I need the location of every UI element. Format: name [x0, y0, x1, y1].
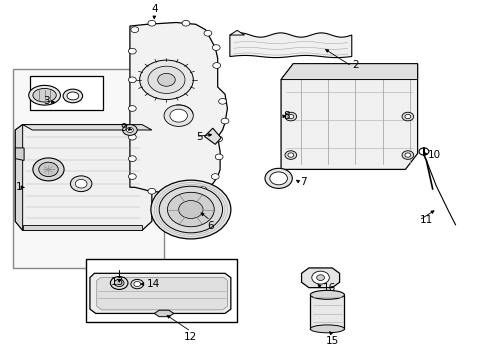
Text: 16: 16 [322, 283, 335, 293]
Circle shape [159, 186, 222, 233]
Circle shape [134, 282, 141, 287]
Circle shape [128, 174, 136, 179]
Circle shape [33, 158, 64, 181]
Polygon shape [281, 64, 417, 80]
Circle shape [316, 275, 324, 280]
Circle shape [75, 179, 87, 188]
Circle shape [287, 114, 293, 119]
Text: 10: 10 [427, 150, 440, 160]
Text: 9: 9 [121, 123, 127, 133]
Circle shape [179, 189, 187, 195]
Bar [30, 76, 103, 110]
Circle shape [269, 172, 287, 185]
Circle shape [199, 186, 206, 192]
Circle shape [212, 63, 220, 68]
Circle shape [285, 151, 296, 159]
Polygon shape [281, 64, 417, 170]
Circle shape [131, 27, 139, 32]
Polygon shape [15, 125, 22, 230]
Circle shape [404, 114, 410, 119]
Text: 12: 12 [184, 332, 197, 342]
Circle shape [151, 180, 230, 239]
Text: 13: 13 [111, 277, 124, 287]
Circle shape [148, 21, 156, 26]
Text: 15: 15 [325, 336, 338, 346]
Circle shape [218, 98, 226, 104]
Circle shape [131, 279, 143, 289]
Circle shape [211, 174, 219, 179]
Ellipse shape [310, 290, 344, 299]
Bar [13, 69, 163, 268]
Ellipse shape [310, 325, 344, 333]
Polygon shape [90, 273, 230, 314]
Circle shape [167, 192, 214, 227]
Ellipse shape [29, 85, 61, 105]
Circle shape [128, 156, 136, 162]
Text: 1: 1 [15, 182, 22, 192]
Circle shape [401, 151, 413, 159]
Circle shape [163, 105, 193, 126]
Polygon shape [154, 310, 173, 317]
Circle shape [178, 201, 203, 219]
Text: 5: 5 [195, 132, 202, 142]
Text: 6: 6 [206, 221, 213, 231]
Circle shape [70, 176, 92, 192]
Circle shape [148, 66, 184, 94]
Text: 11: 11 [419, 215, 432, 225]
Polygon shape [229, 33, 351, 58]
Circle shape [285, 112, 296, 121]
Ellipse shape [67, 92, 79, 100]
Text: 4: 4 [151, 4, 157, 14]
Bar [86, 259, 237, 322]
Polygon shape [22, 225, 142, 230]
Circle shape [221, 118, 228, 124]
Circle shape [169, 109, 187, 122]
Polygon shape [130, 22, 227, 193]
Polygon shape [125, 125, 136, 134]
Circle shape [128, 48, 136, 54]
Circle shape [128, 134, 136, 140]
Bar [310, 295, 344, 329]
Circle shape [418, 148, 428, 155]
Circle shape [128, 77, 136, 83]
Polygon shape [229, 30, 244, 35]
Circle shape [287, 153, 293, 157]
Polygon shape [22, 125, 152, 130]
Polygon shape [15, 148, 24, 161]
Text: 3: 3 [43, 96, 49, 106]
Circle shape [264, 168, 292, 188]
Ellipse shape [63, 89, 82, 103]
Text: 7: 7 [300, 177, 306, 187]
Text: 14: 14 [147, 279, 160, 289]
Circle shape [110, 276, 128, 289]
Ellipse shape [33, 89, 56, 102]
Polygon shape [97, 278, 227, 310]
Polygon shape [301, 268, 339, 288]
Polygon shape [15, 125, 152, 230]
Circle shape [39, 162, 58, 176]
Polygon shape [204, 128, 221, 144]
Circle shape [182, 21, 189, 26]
Circle shape [114, 279, 124, 287]
Circle shape [214, 136, 222, 142]
Circle shape [311, 271, 329, 284]
Circle shape [404, 153, 410, 157]
Circle shape [158, 73, 175, 86]
Circle shape [148, 188, 156, 194]
Text: 8: 8 [283, 111, 289, 121]
Circle shape [126, 127, 133, 132]
Circle shape [140, 60, 193, 99]
Circle shape [203, 30, 211, 36]
Circle shape [122, 125, 137, 135]
Circle shape [212, 45, 220, 50]
Text: 2: 2 [351, 60, 358, 71]
Circle shape [401, 112, 413, 121]
Circle shape [215, 154, 223, 160]
Circle shape [128, 105, 136, 111]
